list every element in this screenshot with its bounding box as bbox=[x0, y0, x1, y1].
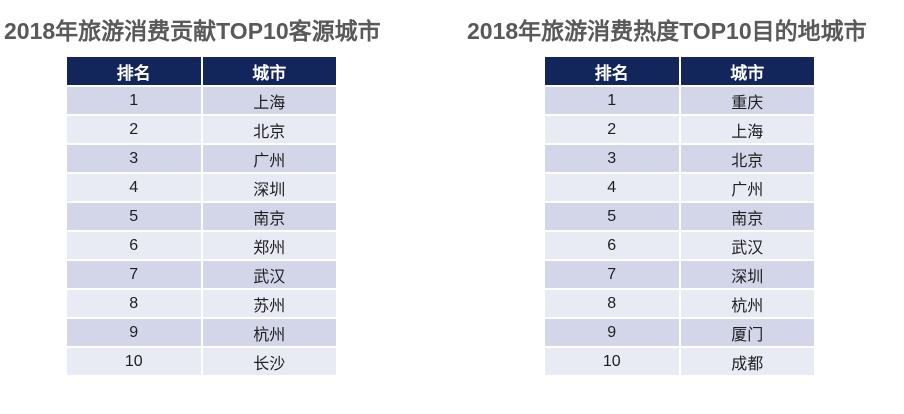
table-row: 7 武汉 bbox=[65, 259, 338, 290]
header-row: 排名 城市 bbox=[65, 55, 338, 87]
city-cell: 上海 bbox=[678, 114, 816, 145]
city-cell: 深圳 bbox=[678, 259, 816, 290]
table-row: 4 深圳 bbox=[65, 172, 338, 203]
table-row: 3 广州 bbox=[65, 143, 338, 174]
city-cell: 深圳 bbox=[200, 172, 338, 203]
table-row: 2 上海 bbox=[543, 114, 816, 145]
city-cell: 成都 bbox=[678, 346, 816, 377]
rank-cell: 4 bbox=[65, 172, 203, 203]
rank-cell: 2 bbox=[65, 114, 203, 145]
rank-cell: 5 bbox=[65, 201, 203, 232]
city-column-header: 城市 bbox=[678, 55, 816, 87]
table-row: 8 杭州 bbox=[543, 288, 816, 319]
rank-column-header: 排名 bbox=[543, 55, 681, 87]
city-cell: 苏州 bbox=[200, 288, 338, 319]
rank-cell: 5 bbox=[543, 201, 681, 232]
table-row: 6 武汉 bbox=[543, 230, 816, 261]
destination-cities-title: 2018年旅游消费热度TOP10目的地城市 bbox=[467, 18, 867, 44]
rank-cell: 3 bbox=[543, 143, 681, 174]
table-row: 7 深圳 bbox=[543, 259, 816, 290]
table-row: 1 重庆 bbox=[543, 85, 816, 116]
rank-cell: 7 bbox=[543, 259, 681, 290]
rank-cell: 1 bbox=[65, 85, 203, 116]
table-row: 4 广州 bbox=[543, 172, 816, 203]
rank-cell: 4 bbox=[543, 172, 681, 203]
source-cities-table: 排名 城市 1 上海 2 北京 3 广州 4 深圳 5 南京 6 郑州 7 武汉 8 苏州 9 杭州 10 长沙 bbox=[65, 55, 338, 377]
city-cell: 广州 bbox=[200, 143, 338, 174]
city-cell: 重庆 bbox=[678, 85, 816, 116]
city-cell: 南京 bbox=[200, 201, 338, 232]
rank-cell: 2 bbox=[543, 114, 681, 145]
rank-cell: 7 bbox=[65, 259, 203, 290]
city-column-header: 城市 bbox=[200, 55, 338, 87]
table-row: 6 郑州 bbox=[65, 230, 338, 261]
rank-cell: 10 bbox=[65, 346, 203, 377]
city-cell: 杭州 bbox=[678, 288, 816, 319]
table-row: 1 上海 bbox=[65, 85, 338, 116]
city-cell: 北京 bbox=[678, 143, 816, 174]
table-row: 10 长沙 bbox=[65, 346, 338, 377]
destination-cities-table: 排名 城市 1 重庆 2 上海 3 北京 4 广州 5 南京 6 武汉 7 深圳 8 杭州 9 厦门 10 成都 bbox=[543, 55, 816, 377]
destination-cities-table-body: 1 重庆 2 上海 3 北京 4 广州 5 南京 6 武汉 7 深圳 8 杭州 9 厦门 10 成都 bbox=[543, 85, 816, 377]
source-cities-table-body: 1 上海 2 北京 3 广州 4 深圳 5 南京 6 郑州 7 武汉 8 苏州 9 杭州 10 长沙 bbox=[65, 85, 338, 377]
city-cell: 武汉 bbox=[678, 230, 816, 261]
city-cell: 北京 bbox=[200, 114, 338, 145]
city-cell: 厦门 bbox=[678, 317, 816, 348]
city-cell: 长沙 bbox=[200, 346, 338, 377]
city-cell: 南京 bbox=[678, 201, 816, 232]
rank-cell: 6 bbox=[543, 230, 681, 261]
city-cell: 上海 bbox=[200, 85, 338, 116]
table-row: 2 北京 bbox=[65, 114, 338, 145]
rank-cell: 8 bbox=[65, 288, 203, 319]
city-cell: 武汉 bbox=[200, 259, 338, 290]
rank-cell: 8 bbox=[543, 288, 681, 319]
source-cities-title: 2018年旅游消费贡献TOP10客源城市 bbox=[4, 18, 381, 44]
table-row: 9 杭州 bbox=[65, 317, 338, 348]
rank-cell: 1 bbox=[543, 85, 681, 116]
rank-column-header: 排名 bbox=[65, 55, 203, 87]
city-cell: 郑州 bbox=[200, 230, 338, 261]
table-row: 10 成都 bbox=[543, 346, 816, 377]
rank-cell: 10 bbox=[543, 346, 681, 377]
rank-cell: 9 bbox=[543, 317, 681, 348]
city-cell: 广州 bbox=[678, 172, 816, 203]
table-row: 3 北京 bbox=[543, 143, 816, 174]
header-row: 排名 城市 bbox=[543, 55, 816, 87]
rank-cell: 6 bbox=[65, 230, 203, 261]
table-row: 9 厦门 bbox=[543, 317, 816, 348]
rank-cell: 9 bbox=[65, 317, 203, 348]
table-row: 8 苏州 bbox=[65, 288, 338, 319]
table-row: 5 南京 bbox=[65, 201, 338, 232]
city-cell: 杭州 bbox=[200, 317, 338, 348]
rank-cell: 3 bbox=[65, 143, 203, 174]
table-row: 5 南京 bbox=[543, 201, 816, 232]
